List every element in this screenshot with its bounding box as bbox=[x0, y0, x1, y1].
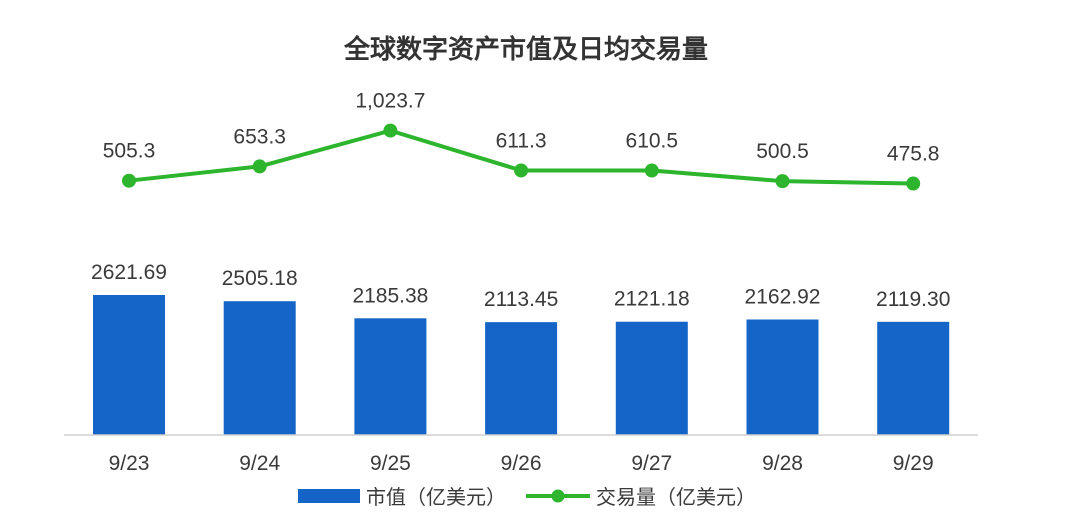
bar-9/24 bbox=[223, 301, 296, 435]
bar-value-label: 2121.18 bbox=[614, 288, 690, 311]
bar-value-label: 2119.30 bbox=[876, 288, 950, 311]
line-value-label: 505.3 bbox=[103, 140, 156, 163]
chart-title: 全球数字资产市值及日均交易量 bbox=[343, 34, 708, 65]
line-point-9/23 bbox=[122, 173, 136, 188]
bar-9/27 bbox=[615, 321, 688, 435]
bar-9/23 bbox=[93, 295, 165, 435]
line-point-9/24 bbox=[252, 159, 267, 174]
line-series-volume bbox=[122, 123, 921, 191]
legend-label-volume: 交易量（亿美元） bbox=[596, 485, 756, 509]
bar-series-market-cap bbox=[93, 295, 950, 435]
bar-value-label: 2185.38 bbox=[352, 284, 428, 307]
line-value-label: 500.5 bbox=[756, 140, 809, 163]
bar-9/29 bbox=[877, 321, 950, 435]
x-tick-label: 9/26 bbox=[501, 452, 542, 475]
line-value-label: 653.3 bbox=[233, 125, 286, 148]
line-value-label: 475.8 bbox=[887, 143, 940, 166]
bar-value-label: 2621.69 bbox=[91, 261, 167, 284]
legend: 市值（亿美元） 交易量（亿美元） bbox=[298, 485, 756, 509]
x-tick-label: 9/25 bbox=[370, 452, 411, 475]
x-tick-label: 9/28 bbox=[762, 452, 803, 475]
bar-9/25 bbox=[354, 318, 427, 435]
line-data-labels: 505.3 653.3 1,023.7 611.3 610.5 500.5 475.8 bbox=[103, 90, 940, 166]
line-point-9/26 bbox=[514, 163, 529, 178]
bar-9/28 bbox=[746, 319, 819, 435]
legend-swatch-volume-marker bbox=[551, 489, 565, 503]
line-point-9/29 bbox=[906, 176, 921, 191]
x-tick-label: 9/24 bbox=[239, 452, 280, 475]
bar-value-label: 2162.92 bbox=[745, 285, 821, 308]
bar-data-labels: 2621.69 2505.18 2185.38 2113.45 2121.18 2162.… bbox=[91, 261, 950, 311]
bar-value-label: 2505.18 bbox=[222, 267, 298, 290]
legend-label-market-cap: 市值（亿美元） bbox=[366, 485, 506, 509]
line-point-9/27 bbox=[644, 163, 659, 178]
bar-value-label: 2113.45 bbox=[484, 288, 558, 311]
line-value-label: 610.5 bbox=[626, 130, 679, 153]
line-value-label: 611.3 bbox=[496, 129, 547, 152]
line-value-label: 1,023.7 bbox=[355, 90, 425, 113]
bar-9/26 bbox=[485, 322, 558, 435]
x-tick-label: 9/23 bbox=[109, 452, 150, 475]
x-axis-tick-labels: 9/23 9/24 9/25 9/26 9/27 9/28 9/29 bbox=[109, 452, 934, 475]
x-tick-label: 9/27 bbox=[631, 452, 672, 475]
x-tick-label: 9/29 bbox=[893, 452, 934, 475]
legend-swatch-market-cap bbox=[298, 489, 360, 503]
line-point-9/28 bbox=[775, 174, 790, 189]
line-point-9/25 bbox=[383, 123, 398, 138]
